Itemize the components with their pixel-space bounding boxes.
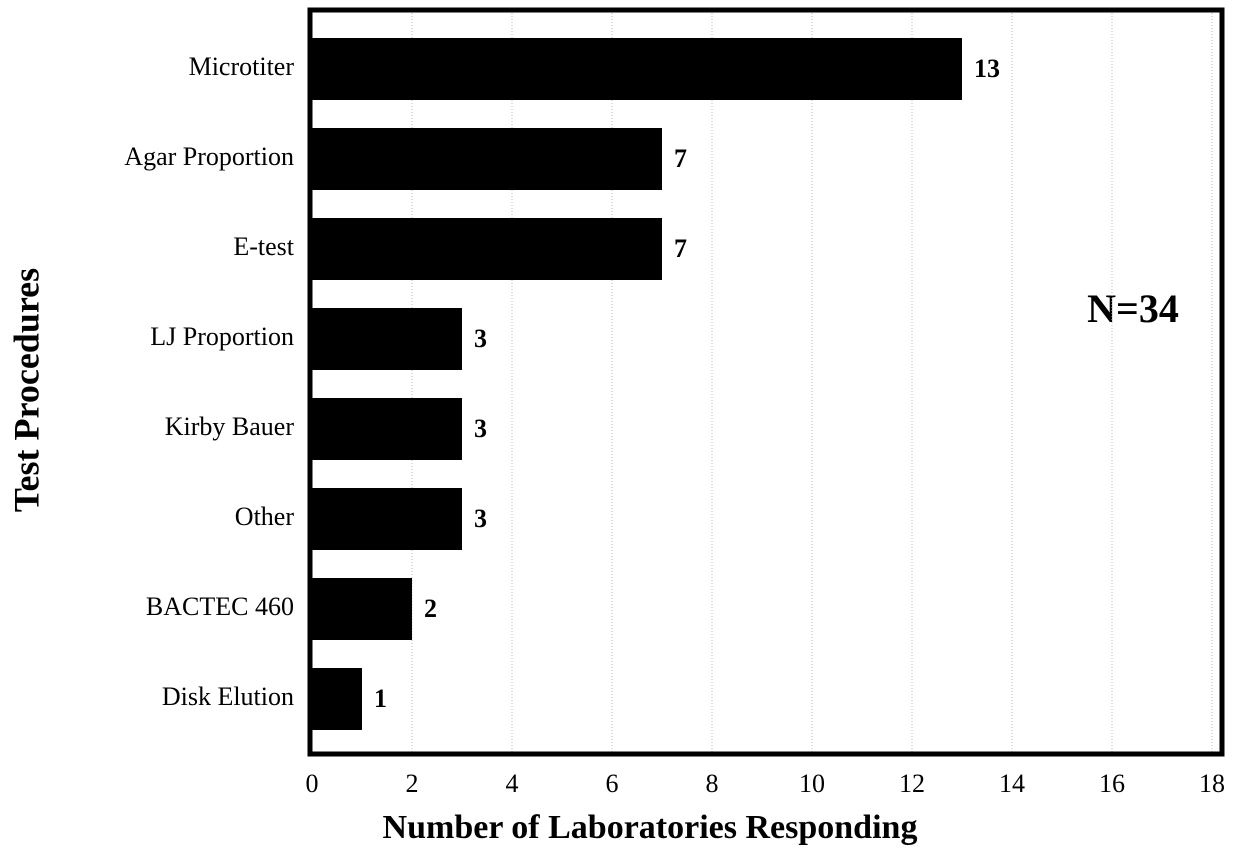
bar — [312, 668, 362, 730]
value-label: 7 — [674, 234, 687, 263]
bar — [312, 488, 462, 550]
bar — [312, 128, 662, 190]
value-label: 2 — [424, 594, 437, 623]
y-tick-label: Kirby Bauer — [165, 412, 295, 441]
bar — [312, 578, 412, 640]
bar — [312, 218, 662, 280]
x-tick-label: 0 — [306, 769, 319, 798]
x-tick-label: 8 — [706, 769, 719, 798]
y-tick-label: LJ Proportion — [150, 322, 294, 351]
bar — [312, 308, 462, 370]
value-label: 3 — [474, 324, 487, 353]
annotation: N=34 — [1087, 286, 1179, 331]
bar — [312, 398, 462, 460]
y-tick-label: Disk Elution — [162, 682, 294, 711]
y-tick-label: Other — [235, 502, 295, 531]
x-tick-label: 12 — [899, 769, 925, 798]
y-tick-label: Microtiter — [189, 52, 295, 81]
x-tick-label: 16 — [1099, 769, 1125, 798]
value-label: 3 — [474, 504, 487, 533]
y-tick-label: Agar Proportion — [124, 142, 294, 171]
x-axis-title: Number of Laboratories Responding — [383, 809, 918, 846]
value-label: 7 — [674, 144, 687, 173]
x-tick-label: 14 — [999, 769, 1025, 798]
value-label: 13 — [974, 54, 1000, 83]
plot-frame — [307, 7, 1225, 757]
value-label: 3 — [474, 414, 487, 443]
x-tick-label: 6 — [606, 769, 619, 798]
y-tick-label: BACTEC 460 — [146, 592, 294, 621]
x-tick-label: 4 — [506, 769, 519, 798]
value-label: 1 — [374, 684, 387, 713]
bar — [312, 38, 962, 100]
x-tick-label: 10 — [799, 769, 825, 798]
x-tick-label: 2 — [406, 769, 419, 798]
y-axis-title: Test Procedures — [6, 268, 46, 512]
x-tick-label: 18 — [1199, 769, 1225, 798]
y-tick-label: E-test — [233, 232, 294, 261]
